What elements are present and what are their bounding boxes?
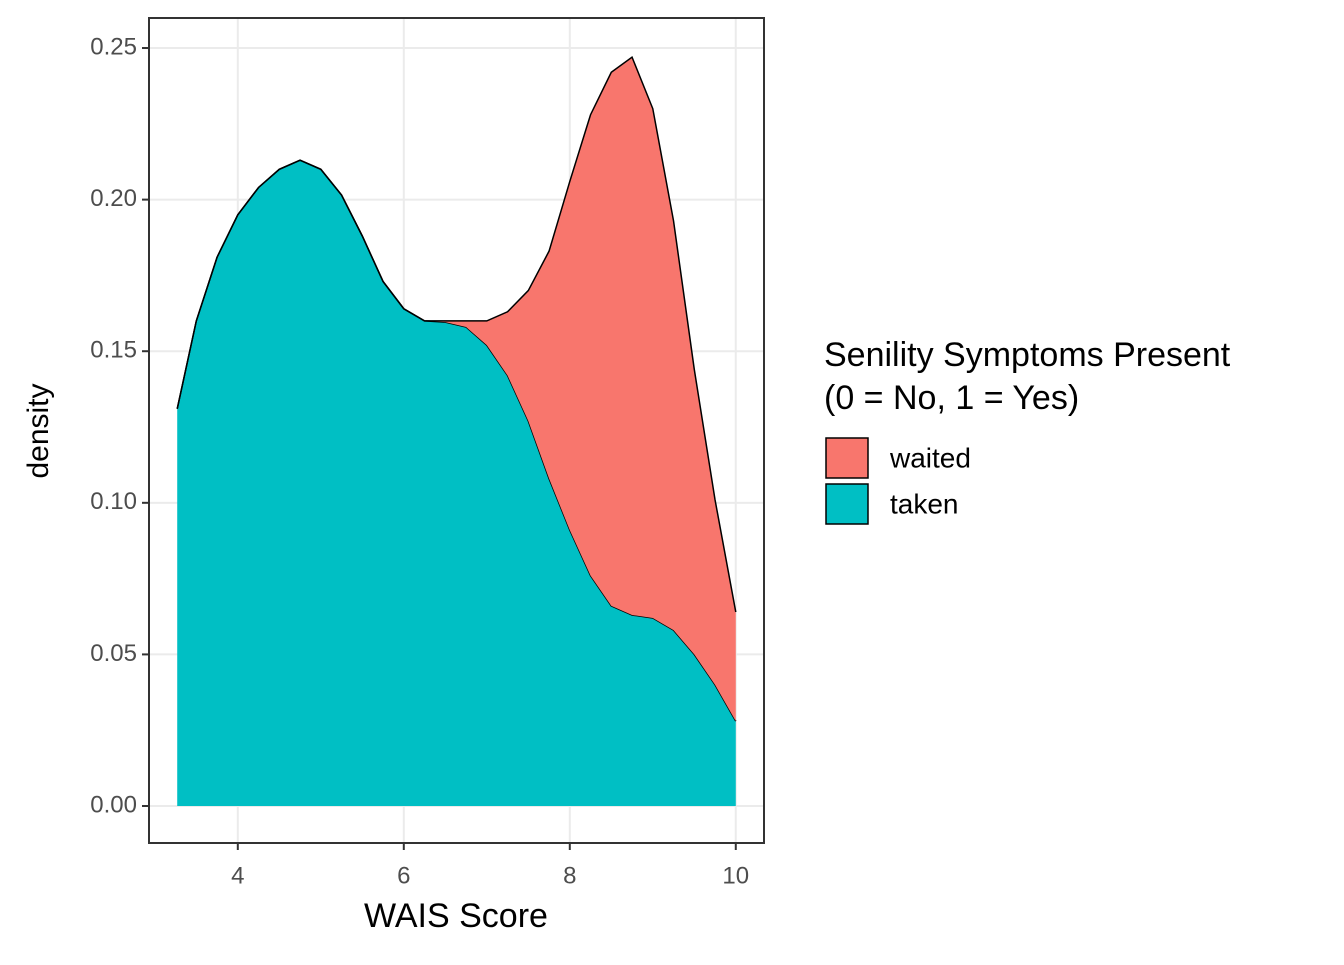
legend-title: Senility Symptoms Present (824, 336, 1231, 374)
x-tick-label: 6 (397, 862, 410, 889)
legend-key (825, 483, 869, 525)
density-area (177, 160, 736, 807)
x-tick-label: 4 (231, 862, 244, 889)
x-axis-label: WAIS Score (364, 897, 548, 935)
y-axis-label: density (22, 383, 55, 478)
density-area (177, 57, 736, 722)
y-tick-label: 0.20 (90, 185, 137, 212)
density-outline (176, 55, 737, 613)
x-tick-label: 8 (563, 862, 576, 889)
x-tick-label: 10 (722, 862, 749, 889)
legend-label: taken (890, 488, 959, 519)
y-tick-label: 0.25 (90, 33, 137, 60)
panel-border (148, 17, 765, 844)
y-tick-label: 0.00 (90, 791, 137, 818)
y-tick-label: 0.10 (90, 488, 137, 515)
y-tick-label: 0.05 (90, 640, 137, 667)
legend-label: waited (889, 442, 971, 473)
y-tick-label: 0.15 (90, 337, 137, 364)
legend-title: (0 = No, 1 = Yes) (824, 379, 1079, 417)
legend-key (825, 437, 869, 479)
